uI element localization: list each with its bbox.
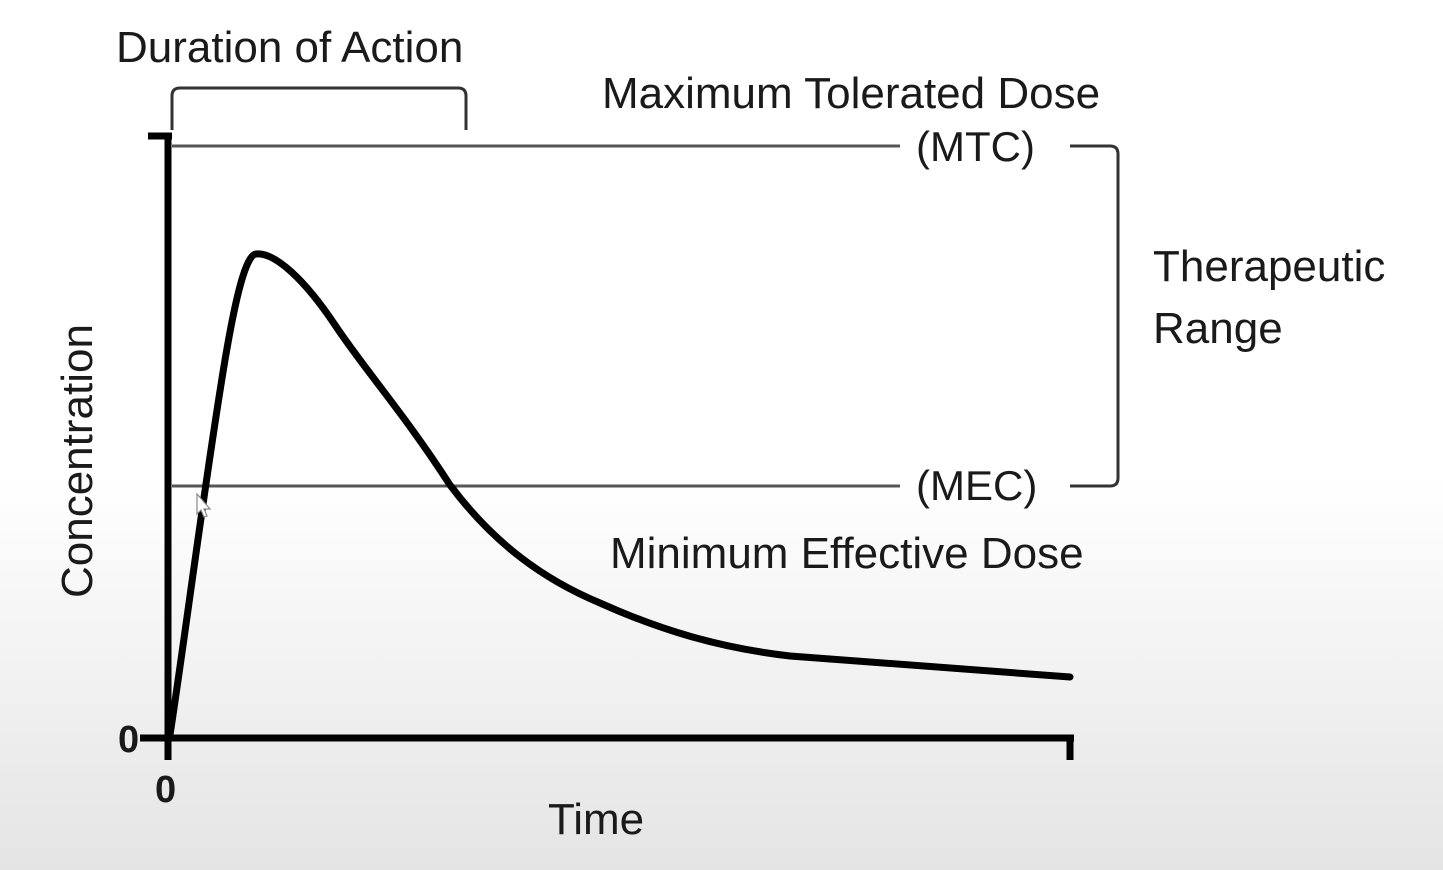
therapeutic-range-label-line2: Range <box>1153 304 1283 353</box>
y-axis-label: Concentration <box>53 324 102 598</box>
duration-bracket <box>170 86 468 130</box>
minimum-effective-dose-label: Minimum Effective Dose <box>610 529 1084 578</box>
x-zero-label: 0 <box>155 769 176 811</box>
therapeutic-range-bracket <box>1070 144 1120 488</box>
x-axis-label: Time <box>548 795 644 844</box>
duration-of-action-label: Duration of Action <box>116 23 463 72</box>
mtc-label: (MTC) <box>916 123 1035 170</box>
mouse-cursor-icon <box>196 492 212 518</box>
concentration-curve <box>166 250 1074 739</box>
y-zero-label: 0 <box>118 719 139 761</box>
mec-label: (MEC) <box>916 462 1037 509</box>
therapeutic-range-label-line1: Therapeutic <box>1153 242 1385 291</box>
maximum-tolerated-dose-label: Maximum Tolerated Dose <box>602 69 1100 118</box>
